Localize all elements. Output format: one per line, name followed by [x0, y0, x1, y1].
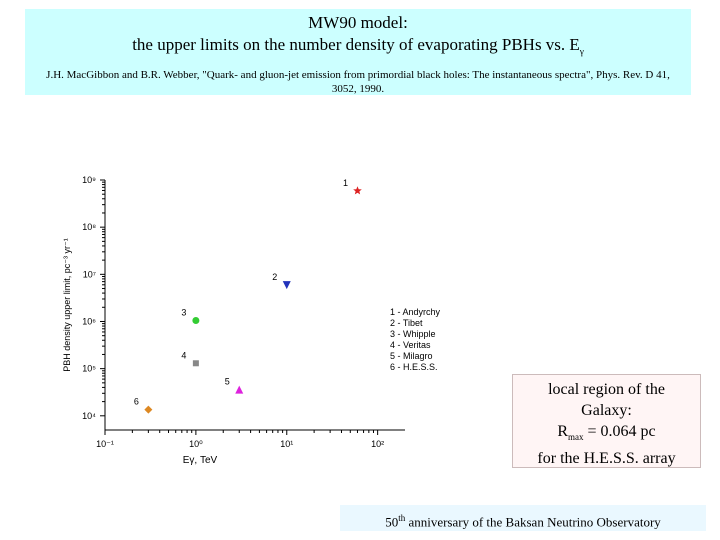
- data-point-6: [144, 405, 153, 414]
- data-point-5: [235, 385, 244, 394]
- reference-citation: J.H. MacGibbon and B.R. Webber, "Quark- …: [46, 69, 670, 96]
- data-point-3: [192, 316, 200, 324]
- title-banner: MW90 model: the upper limits on the numb…: [25, 9, 691, 95]
- galaxy-note: local region of the Galaxy: Rmax = 0.064…: [512, 374, 701, 468]
- point-label-3: 3: [181, 307, 186, 317]
- x-tick-label: 10⁻¹: [96, 439, 114, 449]
- footer-banner: 50th anniversary of the Baksan Neutrino …: [340, 505, 706, 531]
- rmax-symbol: R: [557, 423, 569, 440]
- page-title: MW90 model:: [308, 13, 408, 32]
- y-tick-label: 10⁹: [82, 175, 96, 185]
- x-tick-label: 10¹: [280, 439, 293, 449]
- point-label-5: 5: [225, 377, 230, 387]
- point-label-2: 2: [272, 272, 277, 282]
- note-line-1: local region of the: [548, 381, 665, 398]
- gamma-subscript: γ: [579, 46, 584, 57]
- legend-entry: 1 - Andyrchy: [390, 307, 441, 317]
- note-rmax: Rmax = 0.064 pc: [513, 421, 700, 448]
- note-line-2: Galaxy:: [581, 402, 632, 419]
- y-tick-label: 10⁴: [82, 411, 96, 421]
- note-line-4: for the H.E.S.S. array: [537, 450, 676, 468]
- legend-entry: 5 - Milagro: [390, 351, 433, 361]
- y-tick-label: 10⁵: [82, 364, 96, 374]
- page-subtitle: the upper limits on the number density o…: [25, 34, 691, 62]
- subtitle-text: the upper limits on the number density o…: [132, 35, 580, 54]
- point-label-4: 4: [181, 350, 186, 360]
- legend-entry: 4 - Veritas: [390, 340, 431, 350]
- footer-ordinal: 50: [385, 514, 399, 530]
- legend-entry: 6 - H.E.S.S.: [390, 362, 438, 372]
- footer-ordinal-suffix: th: [398, 513, 406, 523]
- data-point-1: [353, 186, 362, 195]
- footer-text: anniversary of the Baksan Neutrino Obser…: [405, 514, 661, 530]
- y-axis-label: PBH density upper limit, pc⁻³ yr⁻¹: [62, 238, 72, 372]
- y-tick-label: 10⁷: [83, 269, 96, 279]
- x-tick-label: 10⁰: [189, 439, 203, 449]
- y-tick-label: 10⁶: [82, 316, 96, 326]
- y-tick-label: 10⁸: [82, 222, 96, 232]
- x-tick-label: 10²: [371, 439, 384, 449]
- data-point-4: [192, 360, 199, 367]
- rmax-subscript: max: [568, 432, 584, 443]
- pbh-limits-chart: 10⁻¹ 10⁰ 10¹ 10² 10⁴ 10⁵ 10⁶ 10⁷ 10⁸ 10⁹ Eγ, TeV PB…: [62, 175, 441, 466]
- x-axis-label: Eγ, TeV: [183, 455, 218, 466]
- rmax-value: = 0.064 pc: [583, 423, 656, 440]
- point-label-1: 1: [343, 178, 348, 188]
- point-label-6: 6: [134, 397, 139, 407]
- legend-entry: 3 - Whipple: [390, 329, 436, 339]
- legend-entry: 2 - Tibet: [390, 318, 423, 328]
- data-point-2: [282, 281, 291, 290]
